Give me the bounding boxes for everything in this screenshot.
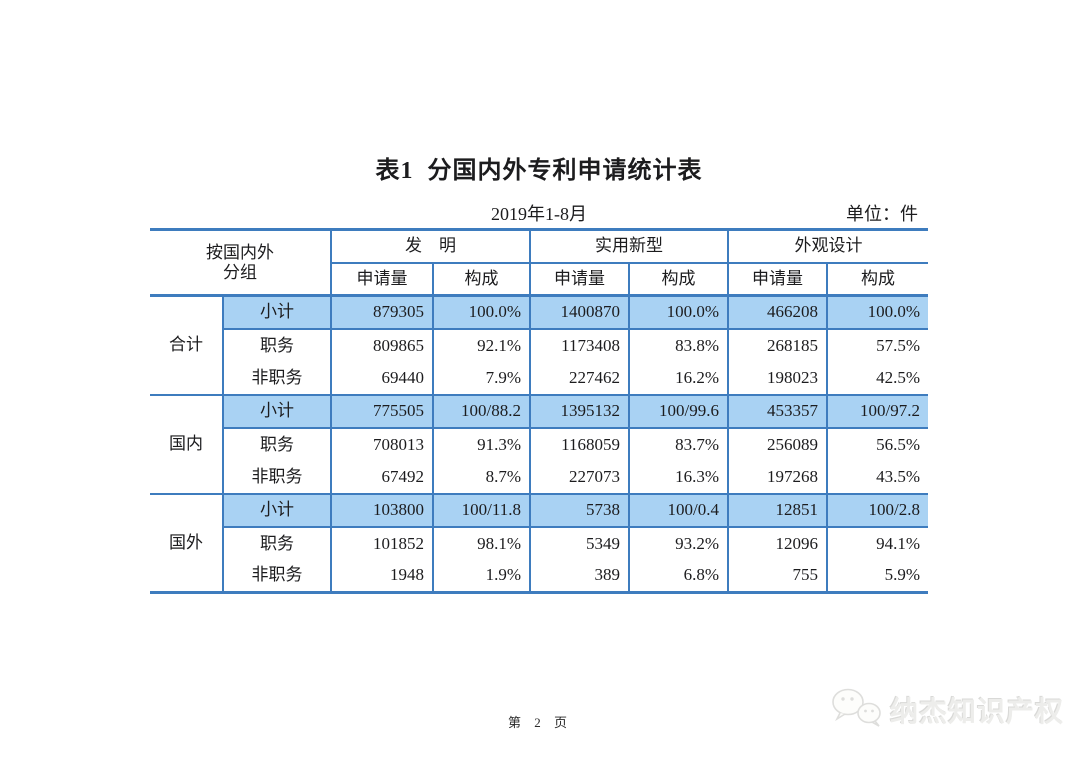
table-cell: 57.5% xyxy=(826,328,928,362)
row-group-label: 国外 xyxy=(150,492,223,594)
table-cell: 879305 xyxy=(330,294,433,330)
page-number: 第 2 页 xyxy=(507,715,572,730)
watermark-text: 纳杰知识产权 xyxy=(889,695,1064,727)
table-cell: 227462 xyxy=(529,361,629,395)
col-group-design: 外观设计 xyxy=(727,228,928,264)
table-cell: 43.5% xyxy=(826,460,928,494)
table-cell: 83.7% xyxy=(628,427,728,461)
table-cell: 5.9% xyxy=(826,559,928,594)
period-label: 2019年1-8月 xyxy=(491,204,587,224)
table-cell: 100.0% xyxy=(432,294,530,330)
table-cell: 12096 xyxy=(727,526,827,560)
table-cell: 197268 xyxy=(727,460,827,494)
row-label: 非职务 xyxy=(222,361,331,395)
table-cell: 12851 xyxy=(727,492,827,528)
table-cell: 101852 xyxy=(330,526,433,560)
row-label: 小计 xyxy=(222,294,331,330)
table-cell: 5349 xyxy=(529,526,629,560)
table-cell: 466208 xyxy=(727,294,827,330)
group-header-cell: 按国内外 分组 xyxy=(150,228,331,297)
table-cell: 1173408 xyxy=(529,328,629,362)
table-cell: 100/2.8 xyxy=(826,492,928,528)
table-cell: 94.1% xyxy=(826,526,928,560)
group-header-line1: 按国内外 xyxy=(206,242,274,262)
table-cell: 67492 xyxy=(330,460,433,494)
row-label: 非职务 xyxy=(222,559,331,594)
unit-label: 单位：件 xyxy=(846,204,918,224)
row-label: 职务 xyxy=(222,526,331,560)
subheader-applications: 申请量 xyxy=(529,262,629,297)
page-title: 表1 分国内外专利申请统计表 xyxy=(375,158,703,184)
table-cell: 103800 xyxy=(330,492,433,528)
table-body: 合计 小计 879305 100.0% 1400870 100.0% 466208 100.0… xyxy=(150,294,928,594)
subheader-composition: 构成 xyxy=(628,262,728,297)
table-cell: 42.5% xyxy=(826,361,928,395)
table-cell: 256089 xyxy=(727,427,827,461)
row-label: 职务 xyxy=(222,328,331,362)
table-cell: 5738 xyxy=(529,492,629,528)
table-cell: 83.8% xyxy=(628,328,728,362)
row-group-label: 国内 xyxy=(150,393,223,495)
table-cell: 100/88.2 xyxy=(432,393,530,429)
table-cell: 100.0% xyxy=(826,294,928,330)
table-cell: 389 xyxy=(529,559,629,594)
table-cell: 16.2% xyxy=(628,361,728,395)
table-cell: 16.3% xyxy=(628,460,728,494)
table-cell: 98.1% xyxy=(432,526,530,560)
table-cell: 56.5% xyxy=(826,427,928,461)
col-group-utility-model: 实用新型 xyxy=(529,228,728,264)
subheader-composition: 构成 xyxy=(826,262,928,297)
subheader-composition: 构成 xyxy=(432,262,530,297)
table-meta-row: 2019年1-8月 单位：件 xyxy=(150,200,928,226)
table-cell: 1395132 xyxy=(529,393,629,429)
table-cell: 7.9% xyxy=(432,361,530,395)
wechat-icon xyxy=(828,684,884,735)
row-label: 小计 xyxy=(222,393,331,429)
table-cell: 268185 xyxy=(727,328,827,362)
table-cell: 1168059 xyxy=(529,427,629,461)
table-cell: 1.9% xyxy=(432,559,530,594)
table-cell: 453357 xyxy=(727,393,827,429)
table-cell: 92.1% xyxy=(432,328,530,362)
table-cell: 8.7% xyxy=(432,460,530,494)
table-cell: 1400870 xyxy=(529,294,629,330)
table-cell: 1948 xyxy=(330,559,433,594)
table-cell: 100/97.2 xyxy=(826,393,928,429)
subheader-applications: 申请量 xyxy=(330,262,433,297)
subheader-applications: 申请量 xyxy=(727,262,827,297)
table-cell: 809865 xyxy=(330,328,433,362)
table-cell: 69440 xyxy=(330,361,433,395)
col-group-invention: 发 明 xyxy=(330,228,530,264)
table-cell: 93.2% xyxy=(628,526,728,560)
row-group-label: 合计 xyxy=(150,294,223,396)
group-header-line2: 分组 xyxy=(223,262,257,282)
table-cell: 91.3% xyxy=(432,427,530,461)
table-cell: 100.0% xyxy=(628,294,728,330)
watermark: 纳杰知识产权 xyxy=(828,684,1064,735)
table-cell: 775505 xyxy=(330,393,433,429)
table-cell: 100/0.4 xyxy=(628,492,728,528)
table-cell: 100/11.8 xyxy=(432,492,530,528)
table-cell: 198023 xyxy=(727,361,827,395)
row-label: 非职务 xyxy=(222,460,331,494)
table-cell: 755 xyxy=(727,559,827,594)
row-label: 小计 xyxy=(222,492,331,528)
table-cell: 227073 xyxy=(529,460,629,494)
table-cell: 708013 xyxy=(330,427,433,461)
row-label: 职务 xyxy=(222,427,331,461)
patent-statistics-table: 按国内外 分组 发 明 实用新型 外观设计 申请量 构成 申请量 构成 申请量 … xyxy=(150,228,928,594)
table-cell: 6.8% xyxy=(628,559,728,594)
table-cell: 100/99.6 xyxy=(628,393,728,429)
